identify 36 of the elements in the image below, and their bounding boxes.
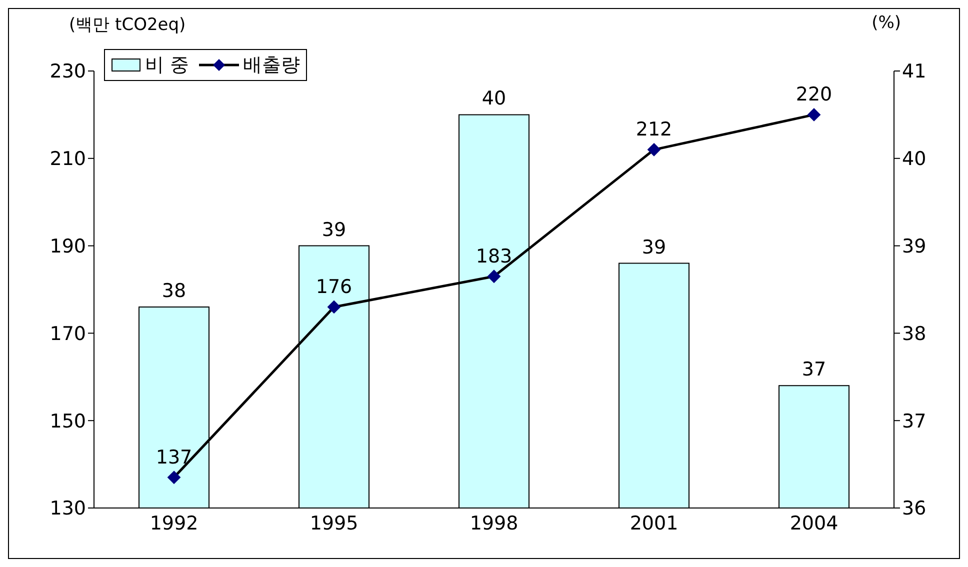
y2-tick-label: 36 <box>902 498 926 520</box>
data-label: 37 <box>802 358 826 381</box>
y-tick-label: 190 <box>50 236 86 258</box>
point <box>328 300 340 314</box>
data-label: 40 <box>482 88 506 110</box>
point <box>808 108 820 122</box>
y2-tick-label: 40 <box>902 148 926 170</box>
y2-tick-label: 38 <box>902 322 926 345</box>
y-axis-title: (백만 tCO2eq) <box>69 14 186 36</box>
x-tick-label: 1992 <box>150 512 198 534</box>
point <box>648 143 660 156</box>
data-label: 183 <box>476 245 512 268</box>
data-label: 39 <box>322 218 346 241</box>
x-tick-label: 1998 <box>470 512 518 534</box>
data-label: 176 <box>316 276 352 298</box>
y2-tick-label: 37 <box>902 410 926 432</box>
point <box>488 270 500 283</box>
point <box>168 470 180 484</box>
y-tick-label: 230 <box>50 60 86 83</box>
x-tick-label: 1995 <box>310 512 358 534</box>
legend-label: 배출량 <box>243 53 300 78</box>
data-label: 212 <box>636 118 672 141</box>
y-tick-label: 130 <box>50 498 86 520</box>
y2-tick-label: 39 <box>902 236 926 258</box>
data-label: 38 <box>162 280 186 302</box>
y2-tick-label: 41 <box>902 60 926 83</box>
data-label: 39 <box>642 236 666 258</box>
y-tick-label: 210 <box>50 148 86 170</box>
y-tick-label: 150 <box>50 410 86 432</box>
x-tick-label: 2001 <box>630 512 678 534</box>
data-label: 137 <box>156 446 192 468</box>
legend-label: 비 중 <box>145 53 190 78</box>
x-tick-label: 2004 <box>790 512 838 534</box>
y2-axis-title: (%) <box>872 13 901 33</box>
data-label: 220 <box>796 84 832 106</box>
y-tick-label: 170 <box>50 322 86 345</box>
